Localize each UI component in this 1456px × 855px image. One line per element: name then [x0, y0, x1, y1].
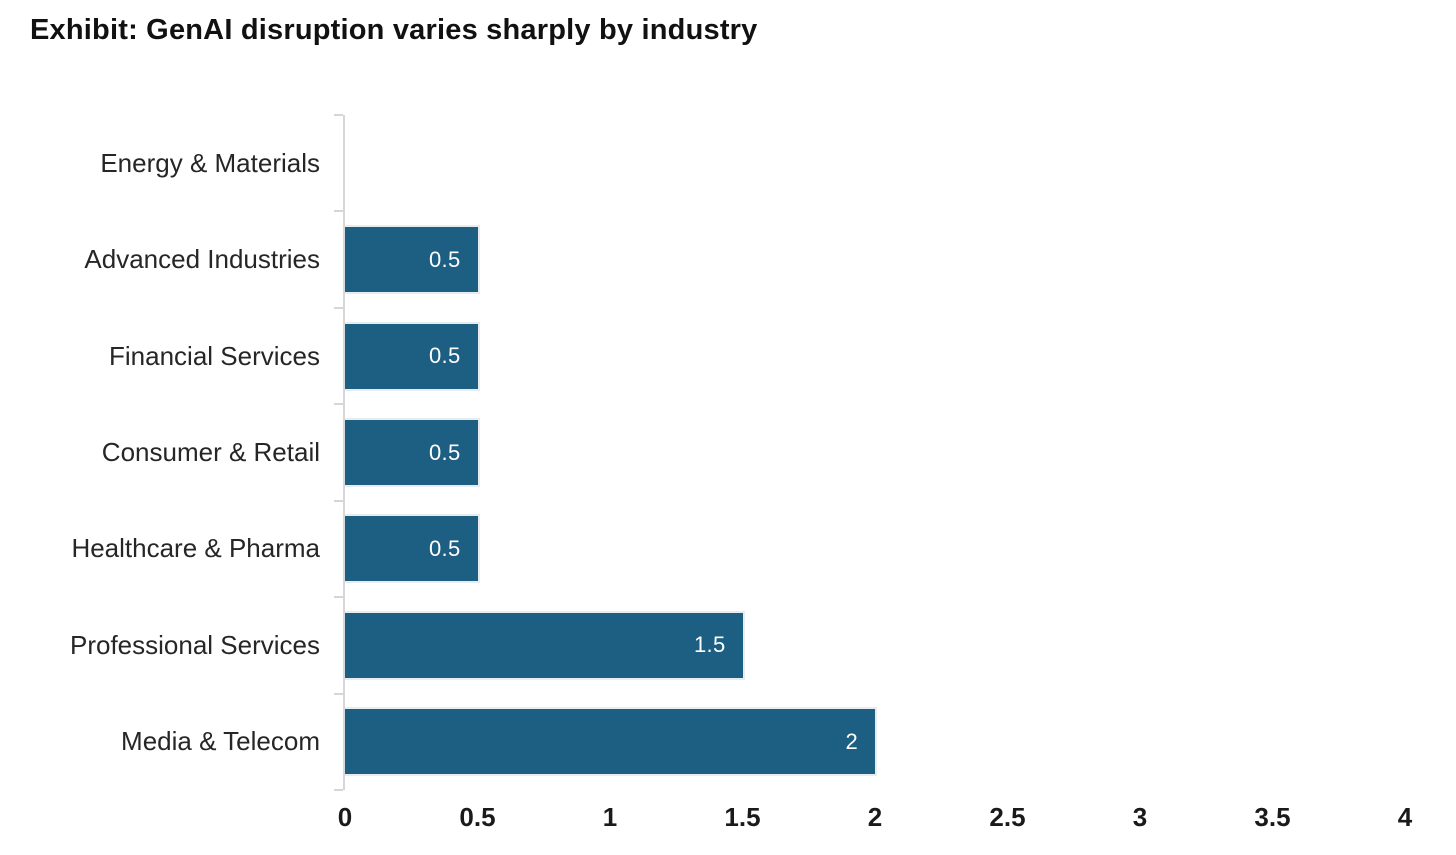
- bar: 0.5: [343, 418, 480, 487]
- y-axis-tick: [334, 403, 343, 406]
- y-axis-tick: [334, 596, 343, 599]
- bar-value-label: 1.5: [694, 632, 726, 658]
- x-tick-label: 1.5: [724, 802, 761, 832]
- bar: 0.5: [343, 514, 480, 584]
- category-label: Healthcare & Pharma: [71, 533, 320, 564]
- bar: 2: [343, 707, 877, 777]
- bar-value-label: 0.5: [429, 535, 461, 561]
- x-tick-label: 4: [1397, 802, 1413, 832]
- category-label: Energy & Materials: [100, 147, 320, 178]
- chart-title: Exhibit: GenAI disruption varies sharply…: [30, 14, 758, 46]
- y-axis-line: [343, 115, 345, 790]
- bar-value-label: 0.5: [429, 246, 461, 272]
- y-axis-tick: [334, 789, 343, 791]
- bar-value-label: 0.5: [429, 439, 461, 465]
- x-tick-label: 3: [1132, 802, 1148, 832]
- x-tick-label: 0: [337, 802, 353, 832]
- y-axis-tick: [334, 114, 343, 116]
- y-axis-tick: [334, 499, 343, 502]
- category-label: Professional Services: [70, 629, 320, 660]
- x-tick-label: 1: [602, 802, 618, 832]
- y-axis-tick: [334, 306, 343, 309]
- bar: 0.5: [343, 225, 480, 295]
- category-label: Consumer & Retail: [101, 436, 320, 467]
- x-tick-label: 2: [867, 802, 883, 832]
- category-label: Advanced Industries: [84, 244, 320, 275]
- x-tick-label: 2.5: [989, 802, 1026, 832]
- x-tick-label: 0.5: [459, 802, 496, 832]
- bar: 0.5: [343, 321, 480, 391]
- bar-value-label: 0.5: [429, 343, 461, 369]
- category-label: Media & Telecom: [121, 726, 320, 757]
- x-tick-label: 3.5: [1254, 802, 1291, 832]
- y-axis-tick: [334, 210, 343, 213]
- category-label: Financial Services: [109, 340, 320, 371]
- bar: 1.5: [343, 610, 745, 680]
- y-axis-tick: [334, 692, 343, 695]
- bar-value-label: 2: [845, 728, 858, 754]
